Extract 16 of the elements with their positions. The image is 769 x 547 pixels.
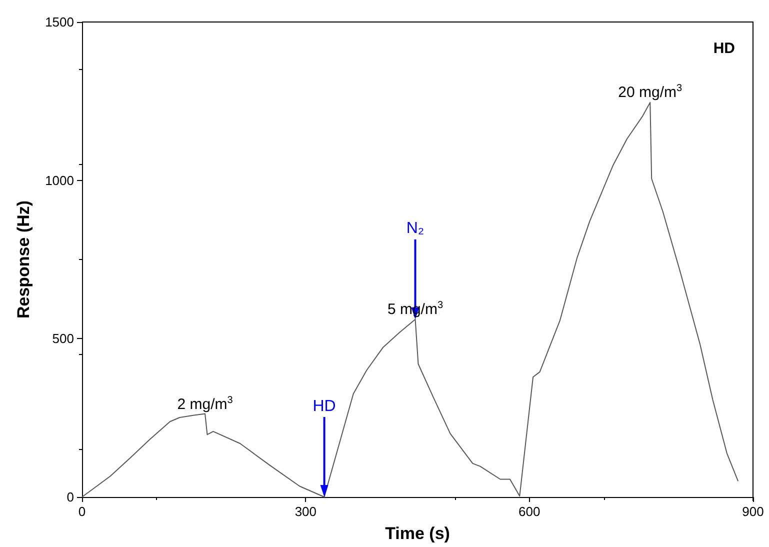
annotation: HD [713,40,735,57]
ref-line-label: N₂ [406,220,424,238]
x-tick-label: 0 [78,504,86,519]
y-tick-label: 0 [66,490,74,504]
x-tick-label: 600 [518,504,540,519]
x-tick-label: 900 [742,504,764,519]
x-tick-label: 300 [294,504,317,519]
ref-line-label: HD [312,398,336,415]
x-axis-title: Time (s) [385,524,450,543]
line-series [82,102,739,498]
y-tick-label: 1500 [45,14,74,30]
y-tick-label: 500 [52,331,74,346]
y-axis-title: Response (Hz) [14,200,33,319]
annotation: 20 mg/m$^{3}$ [618,83,682,102]
y-tick-label: 1000 [45,172,74,188]
annotation: 2 mg/m$^{3}$ [177,394,233,413]
